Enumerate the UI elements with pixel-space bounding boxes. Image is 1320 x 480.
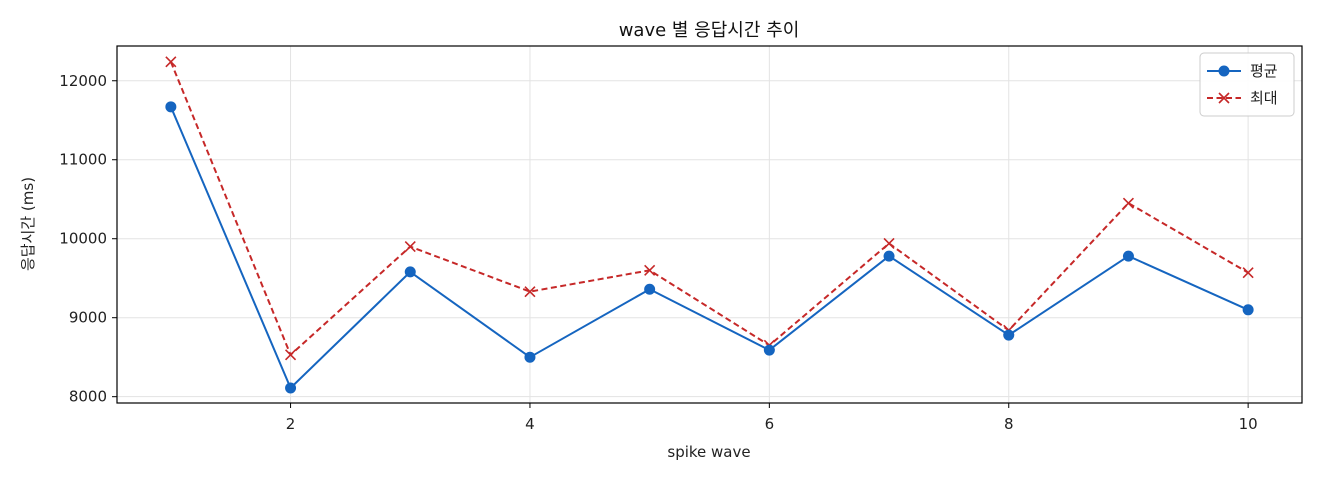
data-point bbox=[644, 283, 656, 295]
legend-item: 최대 bbox=[1207, 89, 1278, 107]
series-max bbox=[165, 56, 1254, 361]
legend-label: 최대 bbox=[1250, 89, 1278, 107]
y-tick-label: 12000 bbox=[59, 72, 107, 90]
plot-frame bbox=[116, 45, 1303, 404]
data-point bbox=[524, 286, 536, 298]
x-axis-title: spike wave bbox=[667, 443, 750, 461]
legend-box bbox=[1199, 52, 1295, 117]
data-point bbox=[1242, 304, 1254, 316]
y-tick-label: 10000 bbox=[59, 230, 107, 248]
data-point bbox=[763, 344, 775, 356]
x-tick-label: 8 bbox=[1004, 415, 1014, 433]
series-layer bbox=[165, 56, 1254, 394]
data-point bbox=[883, 250, 895, 262]
x-axis: 2 4 6 8 10 bbox=[286, 403, 1258, 433]
grid bbox=[117, 46, 1302, 403]
y-axis-title: 응답시간 (ms) bbox=[19, 177, 37, 271]
data-point bbox=[285, 382, 297, 394]
legend-marker bbox=[1218, 65, 1230, 77]
data-point bbox=[883, 237, 895, 250]
y-tick-label: 11000 bbox=[59, 151, 107, 169]
data-point bbox=[165, 101, 177, 113]
y-tick-label: 8000 bbox=[69, 388, 107, 406]
data-point bbox=[524, 351, 536, 363]
legend-item: 평균 bbox=[1207, 62, 1278, 80]
series-line bbox=[169, 61, 1249, 356]
x-tick-label: 4 bbox=[525, 415, 535, 433]
data-point bbox=[404, 266, 416, 278]
series-avg bbox=[165, 101, 1254, 394]
data-point bbox=[1242, 267, 1254, 279]
data-point bbox=[1122, 250, 1134, 262]
series-line bbox=[169, 106, 1249, 389]
data-point bbox=[165, 56, 177, 68]
legend-label: 평균 bbox=[1250, 62, 1278, 80]
data-point bbox=[404, 241, 416, 253]
data-point bbox=[1003, 329, 1015, 341]
x-tick-label: 6 bbox=[765, 415, 775, 433]
y-tick-label: 9000 bbox=[69, 309, 107, 327]
data-point bbox=[644, 264, 656, 276]
y-axis: 8000 9000 10000 11000 12000 bbox=[59, 72, 117, 406]
x-tick-label: 10 bbox=[1239, 415, 1258, 433]
data-point bbox=[284, 349, 297, 361]
data-point bbox=[1122, 197, 1135, 209]
legend-marker bbox=[1218, 92, 1230, 104]
chart-title: wave 별 응답시간 추이 bbox=[619, 20, 800, 41]
x-tick-label: 2 bbox=[286, 415, 296, 433]
